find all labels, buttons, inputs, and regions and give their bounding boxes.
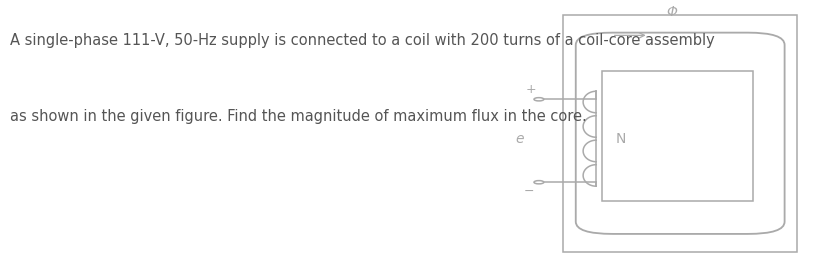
Text: Φ: Φ — [666, 5, 677, 19]
Text: −: − — [524, 185, 534, 198]
Text: N: N — [616, 132, 627, 146]
Text: +: + — [526, 83, 536, 96]
Text: as shown in the given figure. Find the magnitude of maximum flux in the core.: as shown in the given figure. Find the m… — [10, 109, 586, 124]
Text: e: e — [516, 132, 524, 146]
Text: A single-phase 111-V, 50-Hz supply is connected to a coil with 200 turns of a co: A single-phase 111-V, 50-Hz supply is co… — [10, 33, 715, 48]
